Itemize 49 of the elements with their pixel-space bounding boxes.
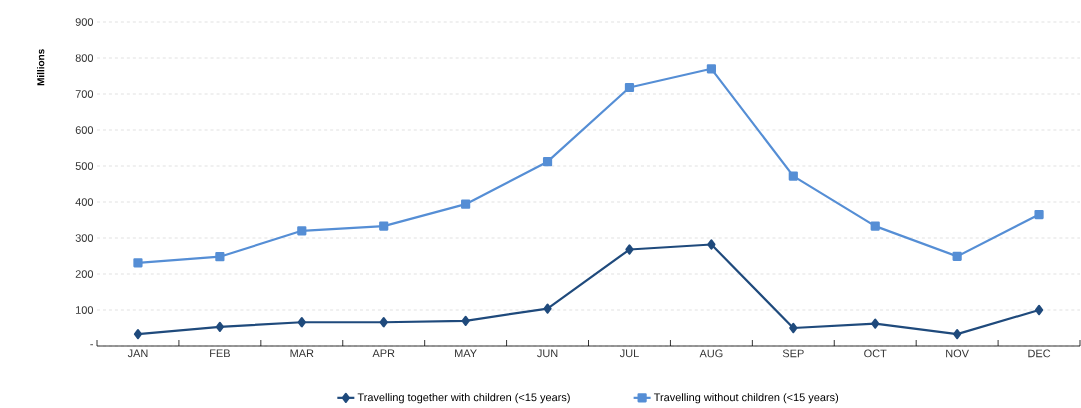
y-tick-label: 200	[75, 270, 94, 278]
x-tick-label: JUN	[537, 349, 558, 358]
point	[133, 329, 143, 340]
point	[542, 157, 553, 167]
y-tick-label: 600	[75, 126, 94, 134]
point	[707, 239, 716, 250]
y-tick-label: 300	[75, 234, 94, 242]
y-tick-label: 900	[75, 18, 94, 26]
point	[133, 258, 143, 268]
y-tick-label: 700	[75, 90, 94, 98]
point	[297, 226, 307, 236]
x-tick-label: NOV	[946, 349, 969, 358]
x-tick-label: FEB	[210, 349, 230, 358]
point	[215, 252, 225, 262]
point	[379, 221, 389, 231]
point	[788, 171, 798, 181]
point	[789, 322, 798, 334]
y-tick-label: -	[90, 344, 93, 346]
point	[461, 199, 471, 209]
point	[379, 317, 388, 328]
point	[1034, 304, 1044, 316]
point	[461, 315, 470, 326]
legend-label: Travelling without children (<15 years)	[653, 393, 839, 404]
point	[215, 321, 224, 333]
point	[870, 221, 880, 231]
x-tick-label: JAN	[127, 349, 148, 358]
point	[952, 251, 962, 261]
point	[871, 318, 880, 329]
y-tick-label: 500	[75, 162, 94, 170]
point	[953, 329, 962, 340]
point	[1034, 210, 1044, 220]
point	[706, 64, 716, 74]
y-tick-label: 800	[75, 54, 94, 62]
x-tick-label: SEP	[782, 349, 804, 358]
point	[624, 82, 635, 93]
x-tick-label: OCT	[864, 349, 887, 358]
x-tick-label: MAY	[455, 349, 477, 358]
x-tick-label: AUG	[699, 349, 723, 358]
y-tick-label: 400	[75, 198, 94, 206]
y-axis-title: Millions	[37, 49, 45, 86]
x-tick-label: MAR	[290, 349, 314, 358]
point	[625, 244, 634, 255]
x-tick-label: APR	[372, 349, 395, 358]
y-tick-label: 100	[76, 306, 94, 314]
point	[297, 317, 306, 328]
x-tick-label: JUL	[619, 349, 639, 358]
x-tick-label: DEC	[1028, 349, 1051, 358]
legend-label: Travelling together with children (<15 years)	[357, 393, 570, 404]
point	[543, 303, 552, 314]
